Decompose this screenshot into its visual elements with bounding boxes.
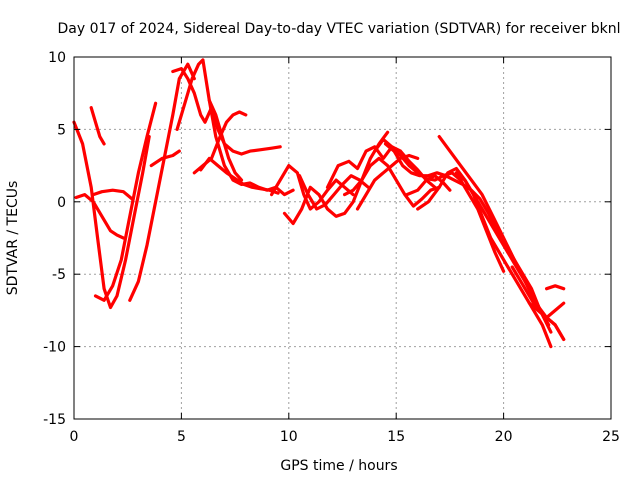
y-tick-label-4: 5 (57, 122, 66, 138)
series-track-13 (270, 164, 355, 211)
series-track-7 (149, 149, 181, 168)
x-tick-label-0: 0 (70, 429, 79, 445)
series-track-5 (93, 101, 158, 302)
y-tick-label-0: -15 (43, 412, 66, 428)
plot-frame (73, 56, 612, 420)
series-track-15 (297, 174, 370, 211)
series-track-26 (527, 301, 566, 320)
y-tick-label-2: -5 (52, 267, 66, 283)
series-track-16 (325, 145, 437, 189)
series-track-2 (74, 193, 126, 240)
series-track-21 (405, 174, 452, 197)
x-tick-label-2: 10 (280, 429, 298, 445)
series-track-12 (207, 98, 244, 182)
x-tick-label-3: 15 (387, 429, 405, 445)
ticks: 0 5 10 15 20 25 -15 -10 -5 0 5 10 (43, 50, 620, 445)
series-track-14 (282, 130, 390, 226)
y-tick-label-3: 0 (57, 195, 66, 211)
y-axis-label: SDTVAR / TECUs (5, 181, 21, 296)
series-track-4 (91, 188, 134, 201)
series-layer (72, 58, 566, 349)
x-tick-label-5: 25 (602, 429, 620, 445)
x-axis-label: GPS time / hours (280, 458, 397, 474)
y-tick-label-5: 10 (48, 50, 66, 66)
chart-title: Day 017 of 2024, Sidereal Day-to-day VTE… (58, 21, 621, 37)
series-track-3 (89, 106, 106, 146)
series-track-17 (343, 156, 441, 208)
y-tick-label-1: -10 (43, 340, 66, 356)
series-track-1 (72, 120, 151, 310)
series-track-11 (199, 156, 280, 195)
series-track-27 (544, 284, 566, 291)
x-tick-label-1: 5 (177, 429, 186, 445)
series-track-24 (454, 171, 553, 349)
x-tick-label-4: 20 (495, 429, 513, 445)
series-track-19 (355, 153, 420, 211)
